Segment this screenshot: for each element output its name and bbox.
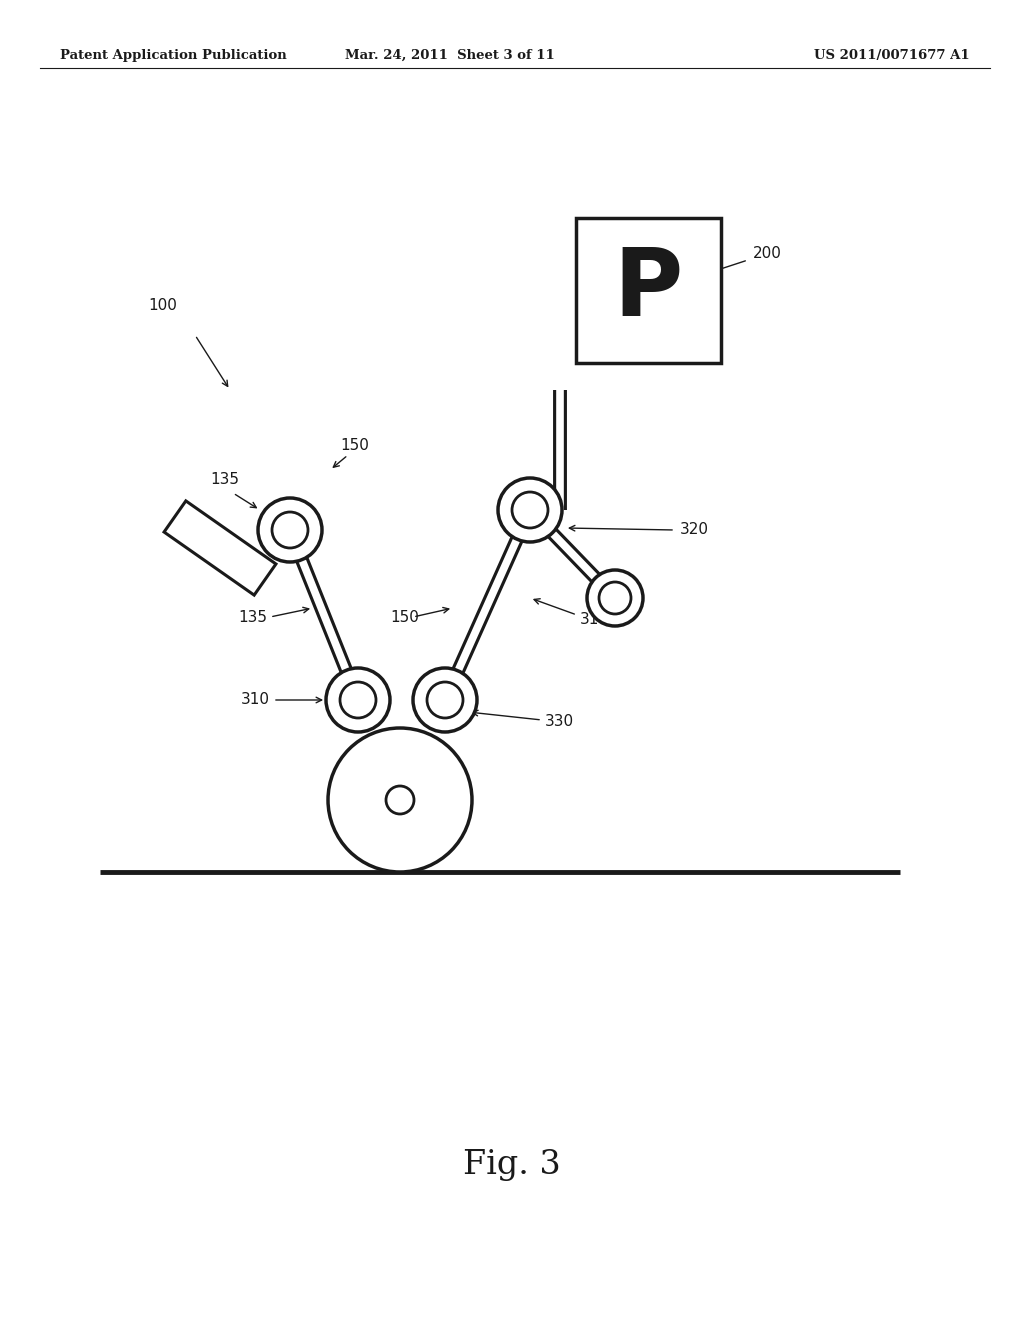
Circle shape — [328, 729, 472, 873]
Polygon shape — [164, 500, 275, 595]
Text: 330: 330 — [545, 714, 574, 730]
Circle shape — [413, 668, 477, 733]
Circle shape — [326, 668, 390, 733]
Circle shape — [599, 582, 631, 614]
Text: 150: 150 — [390, 610, 419, 626]
Text: Mar. 24, 2011  Sheet 3 of 11: Mar. 24, 2011 Sheet 3 of 11 — [345, 49, 555, 62]
Text: 100: 100 — [148, 297, 177, 313]
Circle shape — [386, 785, 414, 814]
Text: P: P — [613, 244, 683, 337]
Circle shape — [498, 478, 562, 543]
Circle shape — [587, 570, 643, 626]
Text: Patent Application Publication: Patent Application Publication — [60, 49, 287, 62]
Text: 135: 135 — [238, 610, 267, 626]
Circle shape — [258, 498, 322, 562]
Circle shape — [272, 512, 308, 548]
Text: 150: 150 — [341, 437, 370, 453]
Text: US 2011/0071677 A1: US 2011/0071677 A1 — [814, 49, 970, 62]
Circle shape — [340, 682, 376, 718]
Text: 310: 310 — [241, 693, 270, 708]
Text: 320: 320 — [680, 523, 709, 537]
Circle shape — [512, 492, 548, 528]
Bar — [575, 218, 721, 363]
Text: 135: 135 — [210, 473, 239, 487]
Text: 310: 310 — [580, 612, 609, 627]
Circle shape — [427, 682, 463, 718]
Text: Fig. 3: Fig. 3 — [463, 1148, 561, 1181]
Text: 200: 200 — [753, 246, 782, 260]
